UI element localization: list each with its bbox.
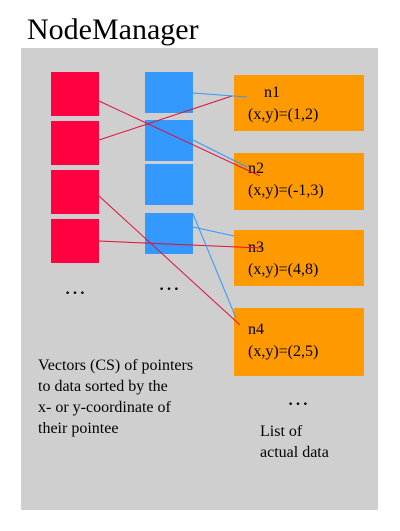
caption-line: to data sorted by the bbox=[38, 378, 168, 395]
list-caption: List of actual data bbox=[260, 421, 329, 463]
blue-pointer-line bbox=[192, 226, 235, 237]
blue-pointer-line bbox=[192, 213, 237, 319]
caption-line: actual data bbox=[260, 444, 329, 461]
data-node-n4: n4 (x,y)=(2,5) bbox=[234, 308, 364, 376]
blue-pointer-line bbox=[192, 92, 248, 98]
caption-line: List of bbox=[260, 423, 303, 440]
blue-vector-ellipsis: … bbox=[158, 270, 180, 295]
blue-pointer-line bbox=[192, 139, 248, 168]
blue-vector-cell-3 bbox=[145, 164, 193, 205]
diagram-title: NodeManager bbox=[27, 13, 199, 46]
node-coordinate: (x,y)=(2,5) bbox=[248, 343, 319, 360]
data-node-n1: n1 (x,y)=(1,2) bbox=[234, 75, 364, 131]
caption-line: x- or y-coordinate of bbox=[38, 399, 171, 416]
blue-vector-cell-2 bbox=[145, 120, 193, 161]
node-coordinate: (x,y)=(4,8) bbox=[248, 261, 319, 278]
data-node-n3: n3 (x,y)=(4,8) bbox=[234, 230, 364, 286]
node-coordinate: (x,y)=(-1,3) bbox=[248, 182, 324, 199]
blue-vector-cell-1 bbox=[145, 72, 193, 113]
red-vector-cell-1 bbox=[51, 72, 99, 116]
red-vector-ellipsis: … bbox=[64, 274, 86, 299]
red-vector-cell-4 bbox=[51, 219, 99, 263]
red-vector-cell-2 bbox=[51, 121, 99, 165]
caption-line: their pointee bbox=[38, 420, 119, 437]
caption-line: Vectors (CS) of pointers bbox=[38, 357, 194, 374]
red-pointer-line bbox=[98, 95, 233, 141]
node-name: n1 bbox=[264, 84, 280, 101]
node-list-ellipsis: … bbox=[287, 385, 309, 410]
data-node-n2: n2 (x,y)=(-1,3) bbox=[234, 153, 364, 210]
vectors-caption: Vectors (CS) of pointers to data sorted … bbox=[38, 355, 193, 439]
red-pointer-line bbox=[98, 240, 263, 249]
node-name: n4 bbox=[248, 321, 264, 338]
node-coordinate: (x,y)=(1,2) bbox=[248, 106, 319, 123]
red-pointer-line bbox=[98, 100, 261, 177]
red-vector-cell-3 bbox=[51, 170, 99, 214]
red-pointer-line bbox=[98, 195, 241, 326]
blue-vector-cell-4 bbox=[145, 213, 193, 254]
